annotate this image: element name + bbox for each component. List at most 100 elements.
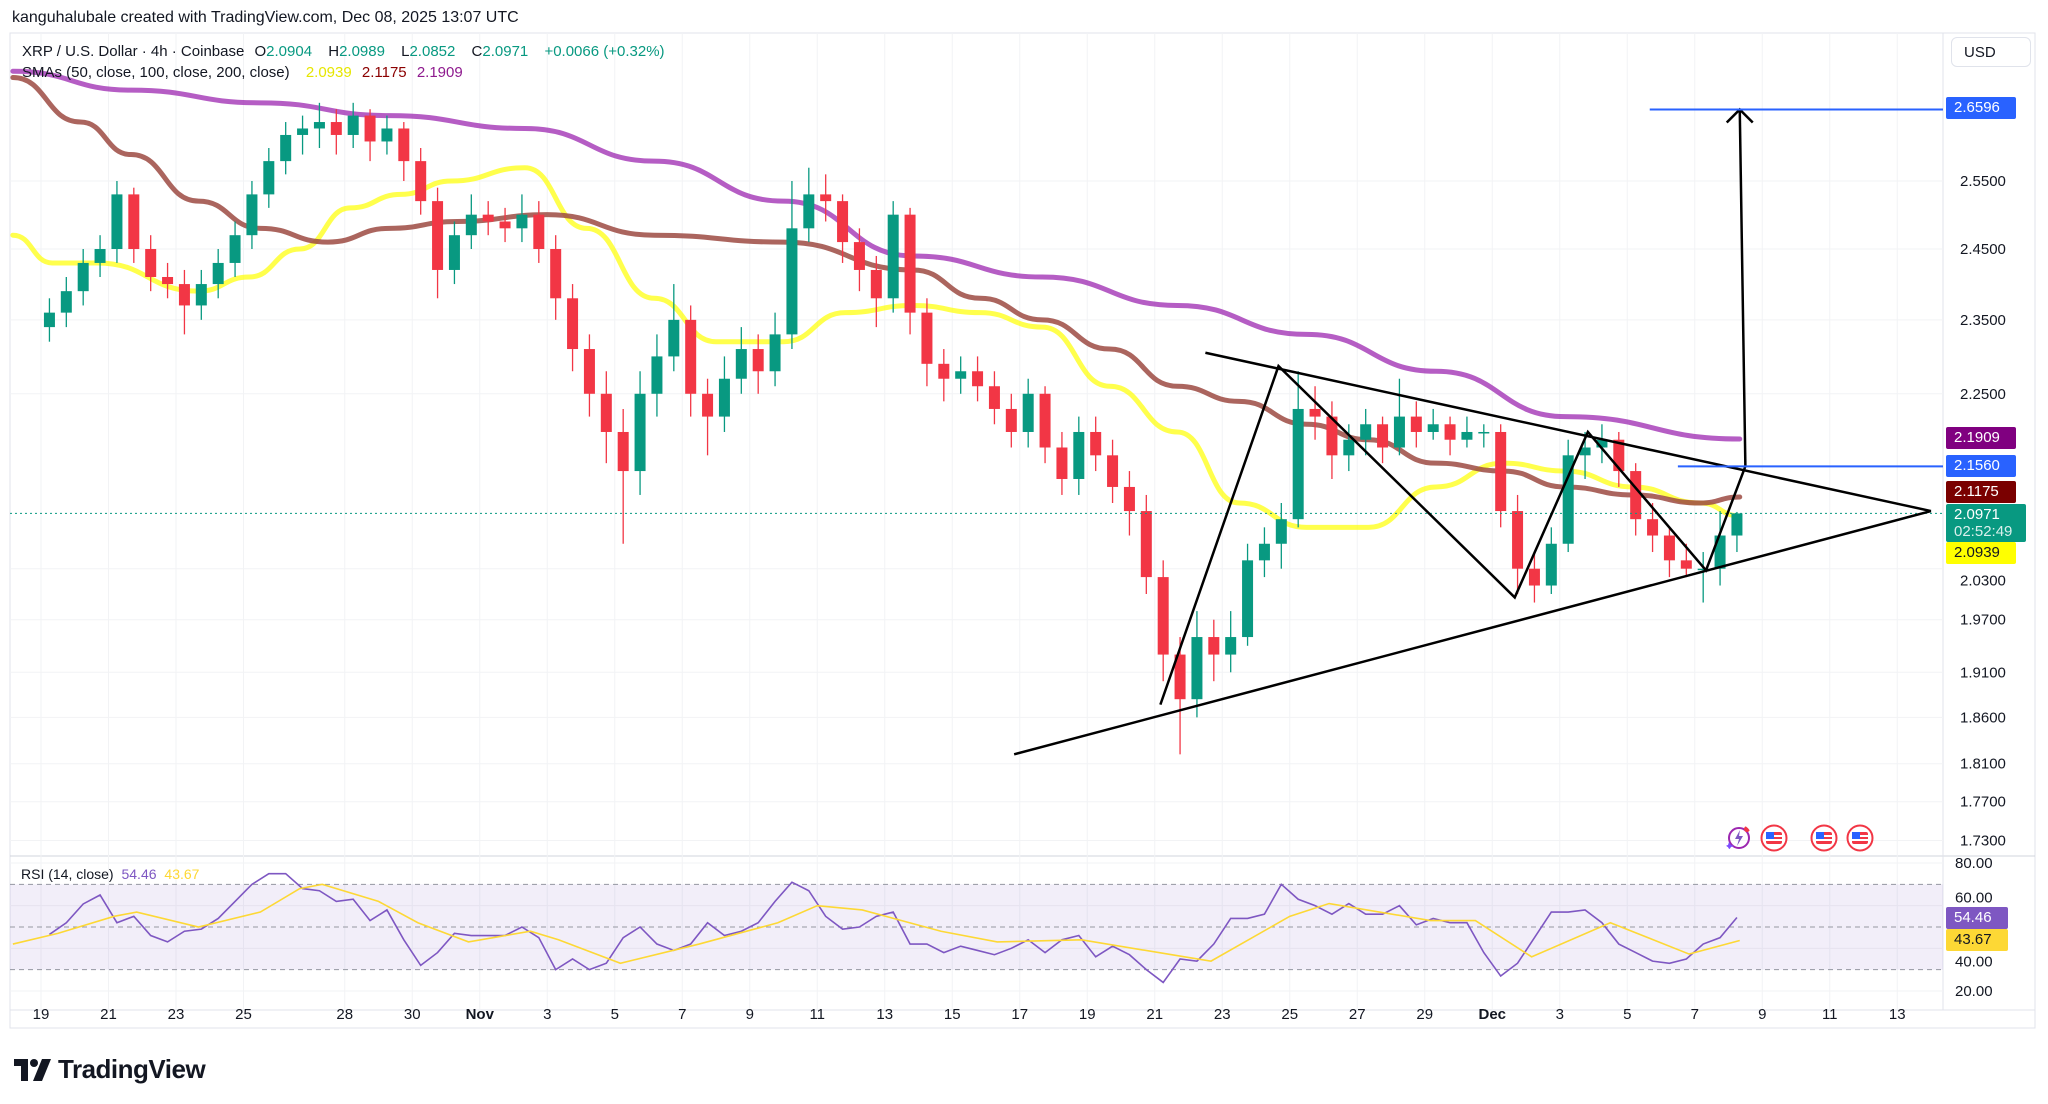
candle-body: [803, 194, 815, 229]
candle: [870, 255, 882, 328]
candle-body: [1090, 431, 1102, 456]
events-lightning-icon[interactable]: [1724, 824, 1752, 852]
candle-body: [1495, 431, 1507, 512]
candle-body: [820, 194, 832, 202]
symbol-name[interactable]: XRP / U.S. Dollar · 4h · Coinbase: [22, 43, 245, 60]
candle-body: [1478, 431, 1490, 434]
candle-body: [1647, 519, 1659, 536]
time-tick-label: 21: [100, 1006, 117, 1023]
us-flag-icon[interactable]: [1760, 824, 1788, 852]
currency-button[interactable]: USD: [1951, 37, 2031, 67]
candle: [313, 102, 325, 148]
candle-body: [1275, 519, 1287, 544]
rsi-ma-line: [12, 883, 1740, 965]
candle-body: [77, 262, 89, 292]
rsi-tick-label: 40.00: [1955, 953, 1993, 970]
candle-body: [162, 276, 174, 285]
rsi-legend[interactable]: RSI (14, close) 54.46 43.67: [21, 866, 199, 882]
time-tick-label: Nov: [466, 1006, 495, 1023]
rsi-title[interactable]: RSI (14, close): [21, 866, 114, 882]
candle-body: [1714, 535, 1726, 569]
candle: [1174, 637, 1186, 755]
candle-body: [769, 334, 781, 372]
time-tick-label: 13: [876, 1006, 893, 1023]
candle: [1258, 527, 1270, 578]
candle: [668, 284, 680, 372]
rsi-value: 54.46: [121, 866, 157, 882]
candle-body: [263, 161, 275, 195]
candle-body: [1410, 416, 1422, 432]
candle-body: [1680, 560, 1692, 569]
last-price: 2.0971: [1954, 506, 2000, 523]
candle: [432, 187, 444, 299]
candle: [1596, 424, 1608, 464]
candle-body: [1107, 455, 1119, 487]
tradingview-logo[interactable]: TradingView: [14, 1054, 206, 1085]
us-flag-icon[interactable]: [1810, 824, 1838, 852]
chart-attribution: kanguhalubale created with TradingView.c…: [12, 9, 519, 26]
sma100-value: 2.1175: [361, 64, 407, 81]
candle: [1191, 611, 1203, 718]
candle: [1512, 494, 1524, 595]
us-flag-icon[interactable]: [1846, 824, 1874, 852]
candle: [1562, 439, 1574, 553]
candle-body: [955, 371, 967, 379]
candle-body: [972, 371, 984, 387]
candle: [853, 228, 865, 292]
candle: [921, 298, 933, 387]
candle-body: [1663, 535, 1675, 561]
candle: [297, 115, 309, 155]
candle-body: [1005, 408, 1017, 432]
time-tick-label: 13: [1889, 1006, 1906, 1023]
low-value: 2.0852: [409, 43, 456, 60]
candle: [1410, 401, 1422, 448]
high-value: 2.0989: [339, 43, 385, 60]
last-price-badge: 2.0971 02:52:49: [1946, 504, 2026, 542]
candle: [77, 249, 89, 306]
candle-body: [837, 201, 849, 243]
candle-body: [60, 291, 72, 313]
candle-body: [1579, 447, 1591, 456]
candle-body: [583, 349, 595, 394]
candle: [482, 201, 494, 236]
candle-body: [1292, 408, 1304, 520]
candle-body: [1545, 543, 1557, 586]
time-tick-label: 7: [678, 1006, 686, 1023]
candle-body: [1393, 416, 1405, 448]
time-tick-label: 9: [746, 1006, 754, 1023]
candle: [1107, 439, 1119, 503]
candle-body: [921, 312, 933, 364]
sma-legend[interactable]: SMAs (50, close, 100, close, 200, close)…: [22, 64, 469, 81]
candle: [499, 207, 511, 243]
candle: [786, 181, 798, 350]
candle: [1225, 611, 1237, 673]
candle: [1647, 502, 1659, 553]
candle-body: [1596, 439, 1608, 448]
candle: [465, 194, 477, 250]
price-tick-label: 2.2500: [1960, 386, 2006, 403]
candle: [1123, 471, 1135, 536]
candle-body: [313, 122, 325, 129]
candle-body: [938, 363, 950, 379]
candle-body: [432, 201, 444, 270]
candle: [752, 334, 764, 394]
sma-title[interactable]: SMAs (50, close, 100, close, 200, close): [22, 64, 290, 81]
candle: [145, 235, 157, 292]
candle: [347, 102, 359, 148]
candle: [988, 371, 1000, 425]
candle: [111, 181, 123, 263]
price-tick-label: 1.9700: [1960, 612, 2006, 629]
candle-body: [988, 386, 1000, 409]
candle: [685, 305, 697, 417]
time-tick-label: 3: [543, 1006, 551, 1023]
time-tick-label: 23: [168, 1006, 185, 1023]
candle-body: [1377, 424, 1389, 448]
price-tick-label: 1.7300: [1960, 833, 2006, 850]
candle-body: [1731, 513, 1743, 536]
symbol-legend[interactable]: XRP / U.S. Dollar · 4h · Coinbase O2.090…: [22, 43, 671, 60]
candle-body: [1512, 511, 1524, 569]
candle: [567, 284, 579, 372]
candle: [837, 194, 849, 263]
candle: [1157, 560, 1169, 682]
